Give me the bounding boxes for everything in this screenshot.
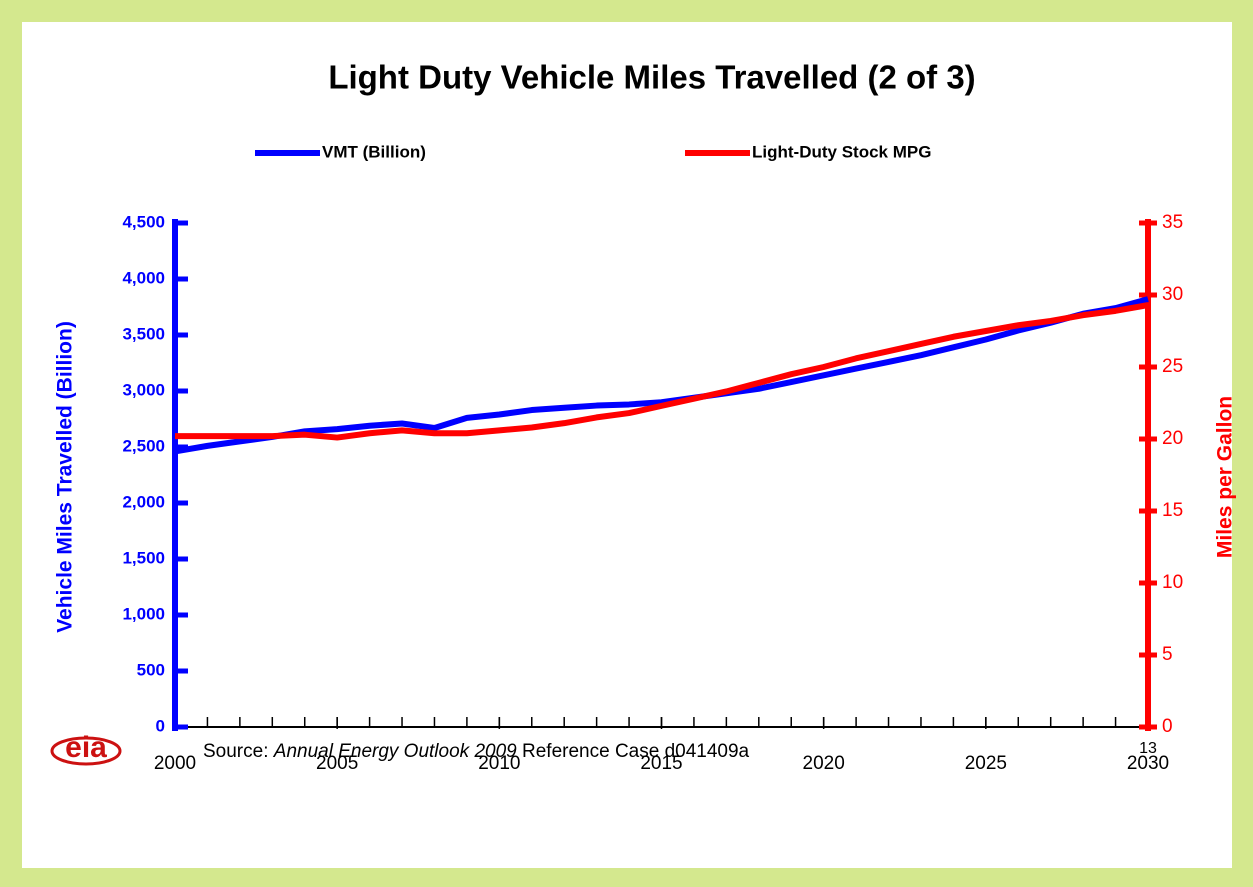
y2-tick-label: 30 [1162, 284, 1183, 305]
x-tick-label: 2005 [316, 753, 358, 774]
source-title: Annual Energy Outlook 2009 [273, 741, 517, 762]
source-note: Source: Annual Energy Outlook 2009 Refer… [203, 741, 750, 762]
y2-tick-label: 0 [1162, 716, 1173, 737]
x-tick-label: 2015 [640, 753, 682, 774]
y-tick-label: 3,000 [122, 380, 165, 399]
logo-ring [50, 736, 122, 766]
source-suffix: Reference Case d041409a [522, 741, 750, 762]
y2-axis-title: Miles per Gallon [1214, 396, 1237, 558]
y-tick-label: 0 [156, 716, 165, 735]
y-tick-label: 2,500 [122, 436, 165, 455]
chart-title: Light Duty Vehicle Miles Travelled (2 of… [328, 59, 975, 96]
y2-tick-label: 15 [1162, 500, 1183, 521]
legend-label: VMT (Billion) [322, 142, 426, 161]
x-tick-label: 2010 [478, 753, 520, 774]
y-tick-label: 4,500 [122, 212, 165, 231]
x-tick-label: 2030 [1127, 753, 1169, 774]
x-tick-label: 2000 [154, 753, 196, 774]
y-tick-label: 1,500 [122, 548, 165, 567]
x-tick-label: 2020 [803, 753, 845, 774]
legend-label: Light-Duty Stock MPG [752, 142, 931, 161]
series-line [175, 302, 1149, 441]
series-line [174, 296, 1149, 455]
y2-tick-label: 20 [1162, 428, 1183, 449]
y2-tick-label: 5 [1162, 644, 1173, 665]
y-tick-label: 500 [137, 660, 165, 679]
y-tick-label: 3,500 [122, 324, 165, 343]
y-tick-label: 4,000 [122, 268, 165, 287]
source-prefix: Source: [203, 741, 268, 762]
page-number: 13 [1139, 740, 1157, 757]
logo-text: eia [65, 731, 107, 764]
y2-tick-label: 25 [1162, 356, 1183, 377]
y-tick-label: 1,000 [122, 604, 165, 623]
y2-tick-label: 35 [1162, 212, 1183, 233]
y2-tick-label: 10 [1162, 572, 1183, 593]
x-tick-label: 2025 [965, 753, 1007, 774]
logo: eia [50, 731, 122, 766]
y-axis-title: Vehicle Miles Travelled (Billion) [54, 321, 77, 633]
y-tick-label: 2,000 [122, 492, 165, 511]
